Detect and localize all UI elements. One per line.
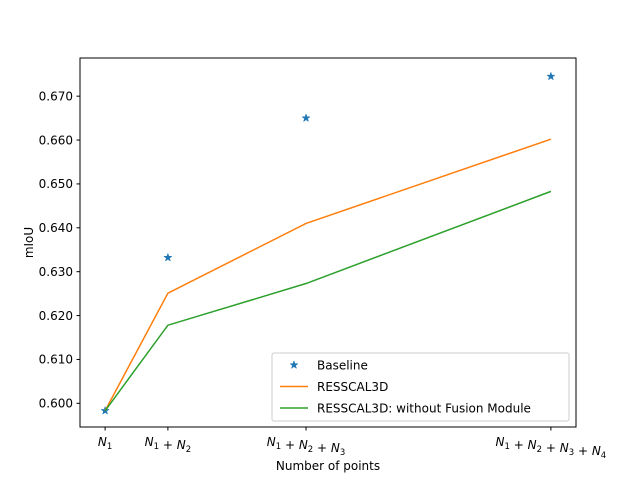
- data-point-star: [163, 252, 173, 262]
- y-tick-label: 0.640: [39, 221, 73, 235]
- series-line: [104, 190, 552, 412]
- legend-label: RESSCAL3D: without Fusion Module: [317, 402, 531, 416]
- y-tick-label: 0.630: [39, 265, 73, 279]
- y-tick-label: 0.600: [39, 397, 73, 411]
- axes: [79, 57, 577, 428]
- legend-label: Baseline: [317, 359, 368, 373]
- x-axis-label: Number of points: [276, 459, 380, 473]
- legend-label: RESSCAL3D: [317, 380, 388, 394]
- y-axis-ticks: 0.600 0.610 0.620 0.630 0.640 0.650 0.660 0.670: [39, 89, 80, 411]
- y-tick-label: 0.610: [39, 353, 73, 367]
- series-2: [104, 190, 552, 412]
- data-point-star: [546, 71, 556, 81]
- y-tick-label: 0.660: [39, 133, 73, 147]
- legend-item: RESSCAL3D: without Fusion Module: [280, 402, 531, 416]
- x-tick-label: N1 + N2 + N3: [267, 435, 346, 458]
- legend-item: RESSCAL3D: [280, 380, 388, 394]
- x-tick-label: N1: [98, 435, 112, 452]
- x-tick-label: N1 + N2 + N3 + N4: [496, 435, 607, 461]
- legend-box: [271, 352, 570, 422]
- y-tick-label: 0.670: [39, 89, 73, 103]
- y-tick-label: 0.650: [39, 177, 73, 191]
- plot-frame: [79, 57, 577, 428]
- legend-swatch: [289, 360, 299, 370]
- data-point-star: [301, 113, 311, 123]
- legend-item: Baseline: [289, 359, 368, 373]
- legend: Baseline RESSCAL3D RESSCAL3D: without Fusi…: [271, 352, 570, 422]
- x-tick-label: N1 + N2: [145, 435, 192, 455]
- series-layer: [100, 71, 556, 415]
- x-axis-ticks: N1 N1 + N2 N1 + N2 + N3 N1 + N2 + N3 + N4: [98, 427, 606, 461]
- series-1: [104, 138, 552, 412]
- y-axis-label: mIoU: [22, 227, 36, 258]
- series-line: [104, 138, 552, 412]
- y-tick-label: 0.620: [39, 309, 73, 323]
